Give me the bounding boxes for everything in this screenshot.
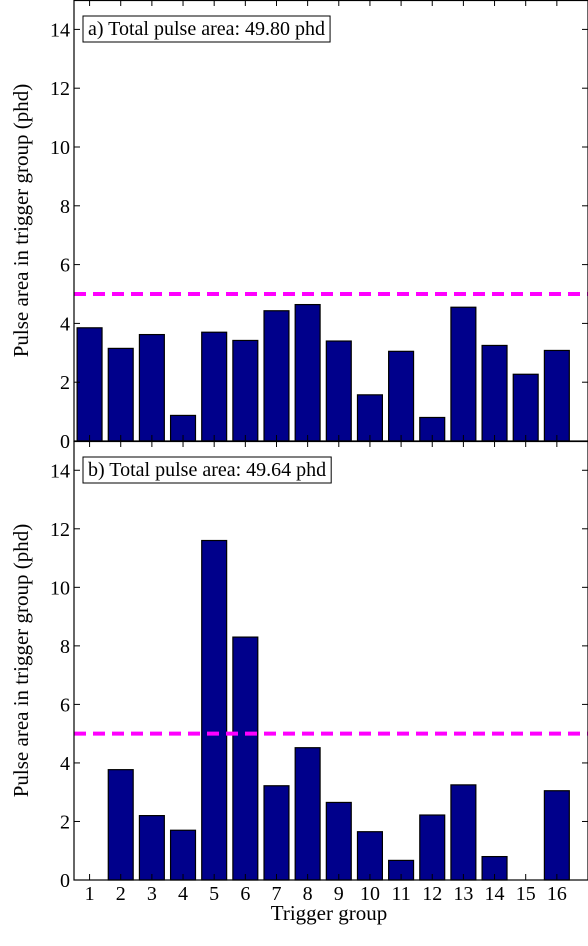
panel-b-xtick-label-6: 6 (240, 883, 250, 905)
panel-b-xtick-label-9: 9 (334, 883, 344, 905)
panel-a-ytick-label-0: 0 (60, 431, 70, 453)
panel-b-bar-5 (201, 539, 228, 881)
panel-a-annotation-box (82, 15, 331, 43)
panel-b-y-axis-label: Pulse area in trigger group (phd) (9, 524, 33, 798)
panel-b-xtick-label-14: 14 (485, 883, 505, 905)
panel-b-bar-6 (232, 636, 259, 881)
panel-a-ytick-label-4: 4 (60, 313, 70, 335)
panel-a-y-axis-label: Pulse area in trigger group (phd) (9, 84, 33, 358)
panel-b-ytick-label-12: 12 (50, 519, 70, 541)
panel-b-xtick-label-11: 11 (391, 883, 410, 905)
panel-a-bar-9 (325, 340, 352, 442)
panel-b-ytick-label-10: 10 (50, 577, 70, 599)
panel-b-ytick-label-2: 2 (60, 811, 70, 833)
panel-a-bar-5 (201, 331, 228, 442)
panel-a-bar-7 (263, 310, 290, 442)
panel-b-xtick-label-8: 8 (303, 883, 313, 905)
panel-a-bars (76, 303, 570, 442)
panel-a: 0 2 4 6 8 10 12 14 a) Total pulse area: 49.80 p… (9, 0, 588, 453)
panel-b-x-axis-label: Trigger group (271, 901, 387, 925)
panel-b-bar-16 (543, 790, 570, 881)
panel-b-xtick-label-3: 3 (147, 883, 157, 905)
panel-b-ytick-label-0: 0 (60, 870, 70, 892)
panel-a-bar-1 (76, 327, 103, 442)
panel-b-xtick-label-16: 16 (547, 883, 567, 905)
panel-a-bar-13 (450, 306, 477, 442)
panel-b-annotation-box (82, 456, 332, 484)
panel-b-xtick-labels: 1 2 3 4 5 6 7 8 9 10 11 12 13 14 15 16 (85, 883, 567, 905)
panel-b-bar-7 (263, 785, 290, 881)
panel-b-xtick-label-15: 15 (516, 883, 536, 905)
panel-b-ytick-label-4: 4 (60, 753, 70, 775)
panel-b-bar-2 (107, 769, 134, 881)
panel-a-bar-16 (543, 349, 570, 442)
panel-a-bar-2 (107, 347, 134, 442)
panel-b-ytick-labels: 0 2 4 6 8 10 12 14 (50, 460, 70, 892)
panel-b-ticks (74, 441, 588, 881)
panel-a-bar-3 (138, 333, 165, 442)
panel-b-ytick-label-14: 14 (50, 460, 70, 482)
panel-b-bar-13 (450, 784, 477, 881)
panel-b-xtick-label-5: 5 (209, 883, 219, 905)
panel-b-xtick-label-12: 12 (422, 883, 442, 905)
panel-a-bar-14 (481, 344, 508, 442)
panel-a-ytick-label-12: 12 (50, 78, 70, 100)
panel-b-xtick-label-13: 13 (453, 883, 473, 905)
panel-b-xtick-label-2: 2 (116, 883, 126, 905)
panel-a-bar-10 (356, 394, 384, 442)
panel-a-ytick-labels: 0 2 4 6 8 10 12 14 (50, 19, 70, 453)
panel-a-bar-8 (294, 303, 321, 442)
panel-b-bar-9 (325, 801, 352, 881)
panel-a-ytick-label-2: 2 (60, 372, 70, 394)
panel-a-ytick-label-10: 10 (50, 137, 70, 159)
panel-b-xtick-label-1: 1 (85, 883, 95, 905)
panel-b-bar-10 (356, 831, 384, 881)
panel-b-xtick-label-10: 10 (360, 883, 380, 905)
panel-a-ytick-label-6: 6 (60, 255, 70, 277)
panel-b-frame (73, 440, 588, 881)
panel-b-bar-3 (138, 815, 165, 881)
panel-b-bar-12 (419, 814, 446, 881)
panel-b-annotation: b) Total pulse area: 49.64 phd (88, 459, 326, 481)
panel-b-bar-4 (169, 829, 197, 881)
panel-a-bar-11 (388, 350, 415, 442)
panel-b-xtick-label-7: 7 (271, 883, 281, 905)
panel-a-ytick-label-14: 14 (50, 19, 70, 41)
panel-a-bar-6 (232, 339, 259, 442)
panel-a-ytick-label-8: 8 (60, 196, 70, 218)
panel-b-bar-8 (294, 747, 321, 881)
panel-b-ytick-label-6: 6 (60, 694, 70, 716)
panel-b-ytick-label-8: 8 (60, 636, 70, 658)
panel-b-xtick-label-4: 4 (178, 883, 188, 905)
panel-a-annotation: a) Total pulse area: 49.80 phd (88, 18, 325, 40)
panel-b-bars (107, 539, 570, 881)
panel-a-bar-15 (512, 373, 539, 442)
